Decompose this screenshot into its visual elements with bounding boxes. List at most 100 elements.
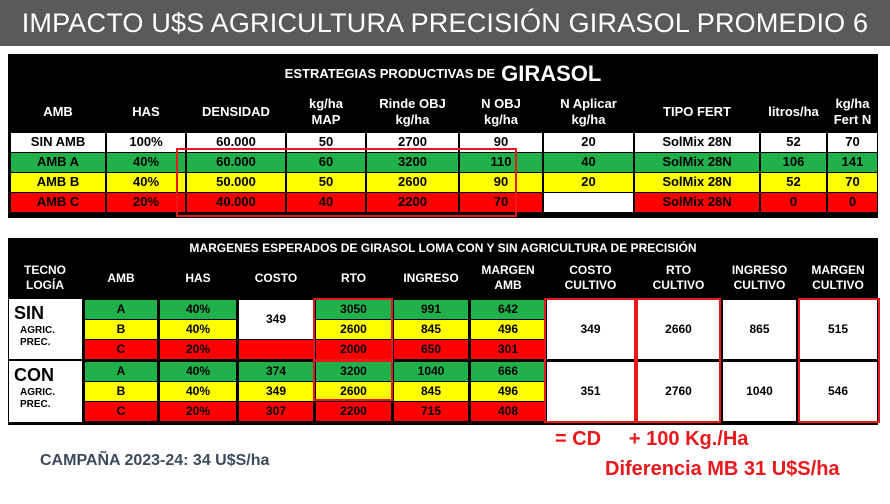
strategies-table-cell: 52 bbox=[761, 173, 826, 192]
con-ingreso-cell: 845 bbox=[394, 382, 468, 401]
margins-header-cell: HAS bbox=[185, 270, 211, 285]
margins-header-cell: MARGEN CULTIVO bbox=[811, 263, 865, 292]
strategies-table-cell: 3200 bbox=[367, 153, 458, 172]
strategies-table-cell: 106 bbox=[761, 153, 826, 172]
strategies-table-cell: AMB B bbox=[11, 173, 105, 192]
margins-table-title: MARGENES ESPERADOS DE GIRASOL LOMA CON Y… bbox=[189, 240, 697, 255]
strategies-table-cell: 60.000 bbox=[187, 133, 285, 152]
con-rto-cultivo-cell: 2760 bbox=[637, 362, 720, 421]
margins-header-cell: TECNO LOGÍA bbox=[24, 263, 66, 292]
technology-subtitle: AGRIC. PREC. bbox=[20, 386, 55, 411]
page-title: IMPACTO U$S AGRICULTURA PRECISIÓN GIRASO… bbox=[0, 0, 890, 84]
sin-amb-cell: B bbox=[85, 320, 157, 339]
sin-margen-cell: 301 bbox=[471, 340, 545, 359]
sin-margen-cell: 496 bbox=[471, 320, 545, 339]
margins-header-cell: INGRESO bbox=[403, 270, 459, 285]
con-amb-cell: C bbox=[85, 402, 157, 421]
con-costo-cell: 349 bbox=[239, 382, 313, 401]
technology-label-sin: SIN AGRIC. PREC. bbox=[9, 299, 82, 359]
strategies-table-cell: 60.000 bbox=[187, 153, 285, 172]
con-margen-cell: 666 bbox=[471, 362, 545, 381]
sin-margen-cultivo-cell: 515 bbox=[799, 300, 877, 359]
strategies-table-cell: 141 bbox=[828, 153, 877, 172]
strategies-header-cell: DENSIDAD bbox=[202, 103, 270, 119]
strategies-table-cell bbox=[544, 193, 633, 212]
strategies-header-cell: AMB bbox=[43, 103, 73, 119]
con-has-cell: 40% bbox=[160, 362, 236, 381]
sin-rto-cultivo-cell: 2660 bbox=[637, 300, 720, 359]
sin-margen-cell: 642 bbox=[471, 300, 545, 319]
cd-note: = CD + 100 Kg./Ha bbox=[555, 428, 749, 450]
con-margen-cultivo-cell: 546 bbox=[799, 362, 877, 421]
strategies-header-cell: TIPO FERT bbox=[663, 103, 731, 119]
strategies-table-cell: SolMix 28N bbox=[635, 173, 759, 192]
con-ingreso-cell: 715 bbox=[394, 402, 468, 421]
con-amb-cell: B bbox=[85, 382, 157, 401]
strategies-table-title: ESTRATEGIAS PRODUCTIVAS DE GIRASOL bbox=[8, 56, 878, 92]
technology-name: SIN bbox=[14, 303, 45, 323]
margins-header-cell: MARGEN AMB bbox=[481, 263, 535, 292]
con-ingreso-cultivo-cell: 1040 bbox=[723, 362, 796, 421]
sin-rto-cell: 2600 bbox=[316, 320, 391, 339]
strategies-table-cell: 2700 bbox=[367, 133, 458, 152]
strategies-table-cell: SolMix 28N bbox=[635, 133, 759, 152]
sin-costo-cell: 349 bbox=[239, 300, 313, 339]
difference-note: Diferencia MB 31 U$S/ha bbox=[605, 458, 840, 480]
strategies-table-cell: AMB A bbox=[11, 153, 105, 172]
sin-costo-cultivo-cell: 349 bbox=[547, 300, 634, 359]
sin-ingreso-cell: 650 bbox=[394, 340, 468, 359]
sin-ingreso-cultivo-cell: 865 bbox=[723, 300, 796, 359]
strategies-table-cell: 52 bbox=[761, 133, 826, 152]
con-rto-cell: 2600 bbox=[316, 382, 391, 401]
con-has-cell: 40% bbox=[160, 382, 236, 401]
strategies-header-cell: litros/ha bbox=[768, 103, 819, 119]
sin-rto-cell: 2000 bbox=[316, 340, 391, 359]
con-ingreso-cell: 1040 bbox=[394, 362, 468, 381]
strategies-header-cell: Rinde OBJ kg/ha bbox=[379, 95, 446, 127]
strategies-table-cell: 50.000 bbox=[187, 173, 285, 192]
strategies-table-cell: 110 bbox=[460, 153, 542, 172]
sin-rto-cell: 3050 bbox=[316, 300, 391, 319]
sin-ingreso-cell: 845 bbox=[394, 320, 468, 339]
sin-amb-cell: A bbox=[85, 300, 157, 319]
technology-label-con: CON AGRIC. PREC. bbox=[9, 361, 82, 422]
strategies-header-cell: HAS bbox=[132, 103, 160, 119]
strategies-table-cell: 90 bbox=[460, 173, 542, 192]
margins-header-cell: RTO bbox=[340, 270, 367, 285]
sin-costo-filler bbox=[239, 340, 313, 359]
margins-header-cell: AMB bbox=[107, 270, 135, 285]
strategies-table-cell: SIN AMB bbox=[11, 133, 105, 152]
sin-has-cell: 40% bbox=[160, 320, 236, 339]
margins-header-cell: COSTO bbox=[254, 270, 298, 285]
strategies-table-cell: SolMix 28N bbox=[635, 153, 759, 172]
strategies-header-cell: kg/ha MAP bbox=[309, 95, 343, 127]
sin-has-cell: 40% bbox=[160, 300, 236, 319]
technology-name: CON bbox=[14, 365, 54, 385]
con-has-cell: 20% bbox=[160, 402, 236, 421]
strategies-table-cell: SolMix 28N bbox=[635, 193, 759, 212]
strategies-table-cell: 40.000 bbox=[187, 193, 285, 212]
strategies-table-cell: 20 bbox=[544, 133, 633, 152]
margins-header-cell: RTO CULTIVO bbox=[652, 263, 705, 292]
con-margen-cell: 408 bbox=[471, 402, 545, 421]
sin-has-cell: 20% bbox=[160, 340, 236, 359]
strategies-header-cell: N Aplicar kg/ha bbox=[560, 95, 617, 127]
strategies-table-cell: 2600 bbox=[367, 173, 458, 192]
strategies-table-cell: 40 bbox=[287, 193, 365, 212]
strategies-table-cell: 50 bbox=[287, 133, 365, 152]
margins-header-cell: COSTO CULTIVO bbox=[564, 263, 617, 292]
con-costo-cultivo-cell: 351 bbox=[547, 362, 634, 421]
strategies-header-cell: N OBJ kg/ha bbox=[481, 95, 521, 127]
strategies-table-cell: 70 bbox=[828, 173, 877, 192]
table-title-crop: GIRASOL bbox=[501, 61, 602, 87]
strategies-table-cell: 60 bbox=[287, 153, 365, 172]
table-title-prefix: ESTRATEGIAS PRODUCTIVAS DE bbox=[284, 65, 496, 81]
strategies-table-cell: 0 bbox=[828, 193, 877, 212]
technology-subtitle: AGRIC. PREC. bbox=[20, 324, 55, 349]
strategies-table-cell: 2200 bbox=[367, 193, 458, 212]
con-costo-cell: 307 bbox=[239, 402, 313, 421]
sin-amb-cell: C bbox=[85, 340, 157, 359]
strategies-table-cell: 50 bbox=[287, 173, 365, 192]
strategies-header-cell: kg/ha Fert N bbox=[833, 95, 872, 127]
strategies-table-cell: 70 bbox=[460, 193, 542, 212]
